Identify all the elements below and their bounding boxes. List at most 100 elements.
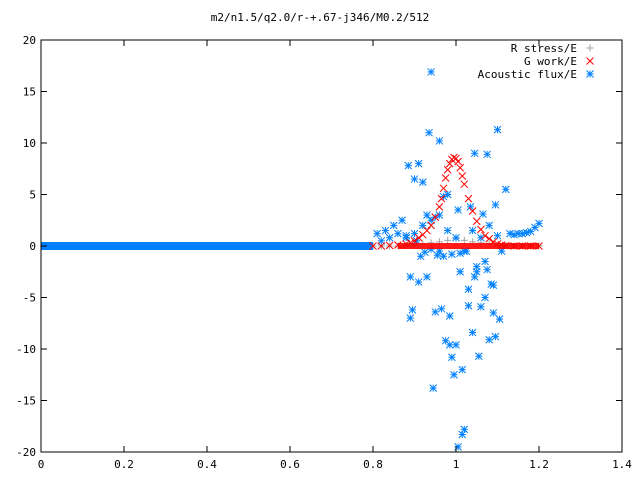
series-1-point-13-stroke-1 [437,194,446,203]
series-2-point-81 [456,267,465,276]
series-2-point-2 [381,226,390,235]
series-1-point-37 [526,242,535,250]
series-1-baseline [397,243,539,249]
series-2-point-3 [385,233,394,242]
series-2-point-76-stroke-3 [414,278,423,286]
series-2-point-43-stroke-3 [477,302,485,311]
legend-marker-2 [586,70,594,78]
legend-label-0: R stress/E [511,42,577,55]
series-1-point-30-stroke-1 [485,234,494,243]
series-2-point-63 [402,233,411,242]
series-2-point-29-stroke-3 [447,250,456,259]
series-1-point-24 [460,180,469,189]
series-2-point-0 [373,229,382,238]
series-2-point-39-stroke-3 [468,328,477,337]
series-2-point-20-stroke-3 [429,384,438,392]
series-2-point-62-stroke-3 [535,219,543,228]
x-tick-label-3: 0.6 [280,458,300,471]
series-1-point-27 [472,217,481,226]
series-2-point-11 [410,175,419,183]
series-2-point-92 [483,265,491,274]
series-1-point-29-stroke-1 [481,231,489,240]
x-tick-label-2: 0.4 [197,458,217,471]
series-2-point-78-stroke-3 [431,308,440,316]
series-1-point-6 [410,236,419,245]
series-2-point-52 [495,315,504,323]
series-2-point-75-stroke-3 [406,314,415,322]
series-1-point-2-stroke-1 [385,241,394,250]
series-1-point-11-stroke-1 [431,213,440,222]
series-1-point-2 [385,241,394,250]
series-1-point-12 [435,203,444,211]
series-2-point-81-stroke-3 [456,267,465,276]
series-1-point-30 [485,234,494,243]
series-2-point-38-stroke-3 [466,203,475,211]
series-2-point-8 [404,161,413,170]
series-1-point-6-stroke-1 [410,236,419,245]
series-1-point-38 [535,242,543,250]
series-2-point-84 [481,257,489,266]
series-1-point-22-stroke-1 [456,163,465,172]
series-1-point-19-stroke-1 [450,153,458,162]
series-2-point-3-stroke-3 [385,233,394,242]
y-tick-label-2: -10 [16,343,36,356]
y-tick-label-4: 0 [29,240,36,253]
x-tick-label-7: 1.4 [612,458,632,471]
series-0-point-9 [444,236,452,244]
series-2-point-93 [491,200,500,209]
series-2-point-74-stroke-3 [493,231,502,240]
series-2-point-76 [414,278,423,286]
series-1-point-1 [377,242,386,250]
series-1-point-34-stroke-1 [501,241,510,250]
series-1-point-23 [458,172,467,180]
series-2-baseline [41,242,373,250]
series-1-point-26 [468,207,477,215]
legend-label-2: Acoustic flux/E [478,68,577,81]
series-2-point-92-stroke-3 [483,265,491,274]
series-layer [41,68,543,451]
series-1-point-25-stroke-1 [464,194,473,203]
series-1-point-20-stroke-1 [452,154,460,163]
series-2-point-87-stroke-3 [435,211,444,219]
series-2-point-91-stroke-3 [470,149,479,158]
ticks-layer: 0 0.2 0.4 0.6 0.8 1 1.2 1.4 -20 -15 -10 -5 0 5 10 15 20 [16,34,632,471]
series-1-point-23-stroke-1 [458,172,467,180]
series-1-point-36 [518,242,527,250]
series-2-point-71-stroke-3 [468,226,477,235]
series-2-point-14 [416,252,425,261]
series-1-point-17-stroke-1 [445,159,454,168]
series-2-point-15-stroke-3 [418,178,427,186]
series-1-point-9 [423,226,431,235]
y-tick-label-7: 15 [23,86,36,99]
series-2-point-17 [423,211,431,219]
series-2-point-64-stroke-3 [410,229,419,238]
series-1-point-21-stroke-1 [454,157,462,166]
x-tick-label-4: 0.8 [363,458,383,471]
series-1 [369,153,543,250]
series-2-point-9-stroke-3 [406,273,415,281]
series-2-point-6-stroke-3 [398,216,406,225]
series-2-point-51 [493,125,502,134]
series-1-point-13 [437,194,446,203]
series-2-point-19-stroke-3 [427,68,435,76]
series-1-point-3 [394,241,402,249]
series-2-point-79 [439,252,448,261]
series-2-point-62 [535,219,543,228]
series-2-point-93-stroke-3 [491,200,500,209]
series-2-point-0-stroke-3 [373,229,382,238]
series-2-point-90 [458,365,467,374]
series-1-point-33-stroke-1 [497,241,506,249]
series-2-point-44 [479,210,487,218]
series-2-point-45 [481,293,489,302]
series-1-point-25 [464,194,473,203]
series-2-point-52-stroke-3 [495,315,504,323]
series-1-point-31-stroke-1 [489,238,498,246]
series-2-point-37 [464,301,473,310]
series-2-point-91 [470,149,479,158]
series-2-point-17-stroke-3 [423,211,431,219]
series-2-point-37-stroke-3 [464,301,473,310]
series-2-point-20 [429,384,438,392]
series-2-point-85 [489,281,498,289]
series-2-point-90-stroke-3 [458,365,467,374]
series-2-point-4 [389,221,398,230]
